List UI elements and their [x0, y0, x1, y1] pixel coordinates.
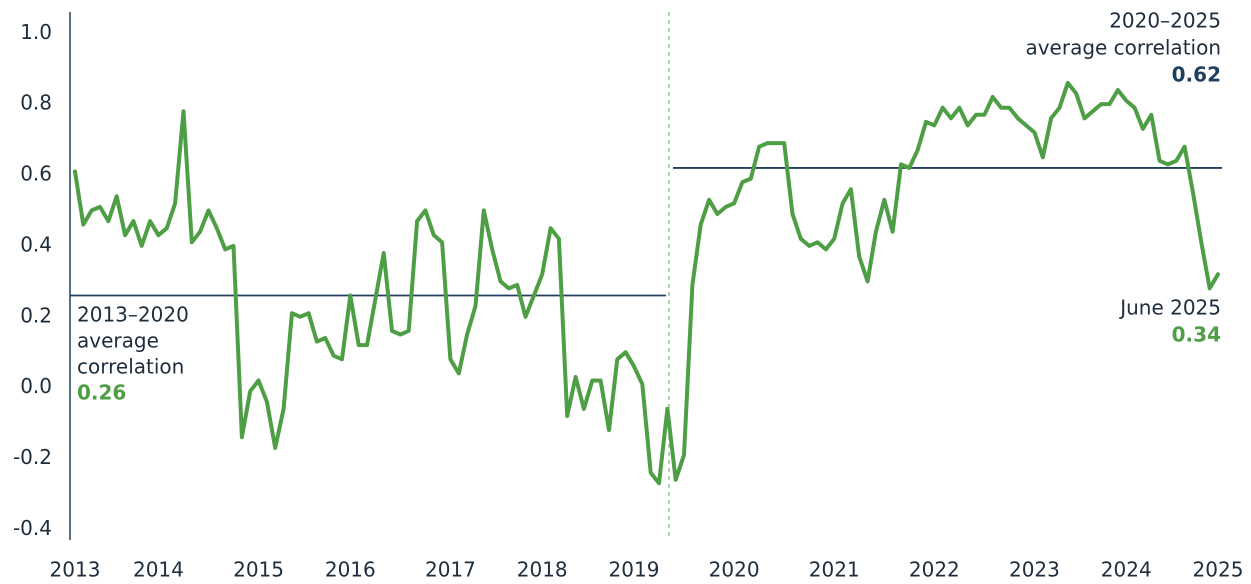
x-tick-label: 2013	[50, 558, 101, 582]
x-tick-label: 2015	[233, 558, 284, 582]
x-tick-label: 2023	[1009, 558, 1060, 582]
annotation-value: 0.34	[1172, 323, 1221, 347]
average-label: average	[77, 329, 159, 353]
y-tick-label: 0.4	[20, 232, 52, 256]
average-label: correlation	[77, 355, 184, 379]
average-label: 2013–2020	[77, 303, 189, 327]
average-label: average correlation	[1025, 36, 1221, 60]
x-tick-label: 2017	[425, 558, 476, 582]
x-tick-label: 2022	[909, 558, 960, 582]
annotation-label: June 2025	[1118, 296, 1221, 320]
x-tick-label: 2018	[517, 558, 568, 582]
y-tick-label: -0.2	[13, 445, 52, 469]
x-tick-label: 2014	[133, 558, 184, 582]
x-tick-label: 2025	[1193, 558, 1244, 582]
y-tick-label: 0.0	[20, 374, 52, 398]
y-tick-label: -0.4	[13, 516, 52, 540]
average-label: 2020–2025	[1109, 9, 1221, 33]
y-tick-label: 0.2	[20, 303, 52, 327]
x-tick-label: 2020	[709, 558, 760, 582]
average-value: 0.62	[1172, 63, 1221, 87]
correlation-line	[73, 80, 1220, 486]
y-tick-label: 1.0	[20, 20, 52, 44]
x-tick-label: 2019	[609, 558, 660, 582]
x-tick-label: 2016	[325, 558, 376, 582]
x-tick-label: 2021	[809, 558, 860, 582]
y-tick-label: 0.8	[20, 91, 52, 115]
y-tick-label: 0.6	[20, 162, 52, 186]
average-value: 0.26	[77, 381, 126, 405]
x-tick-label: 2024	[1101, 558, 1152, 582]
